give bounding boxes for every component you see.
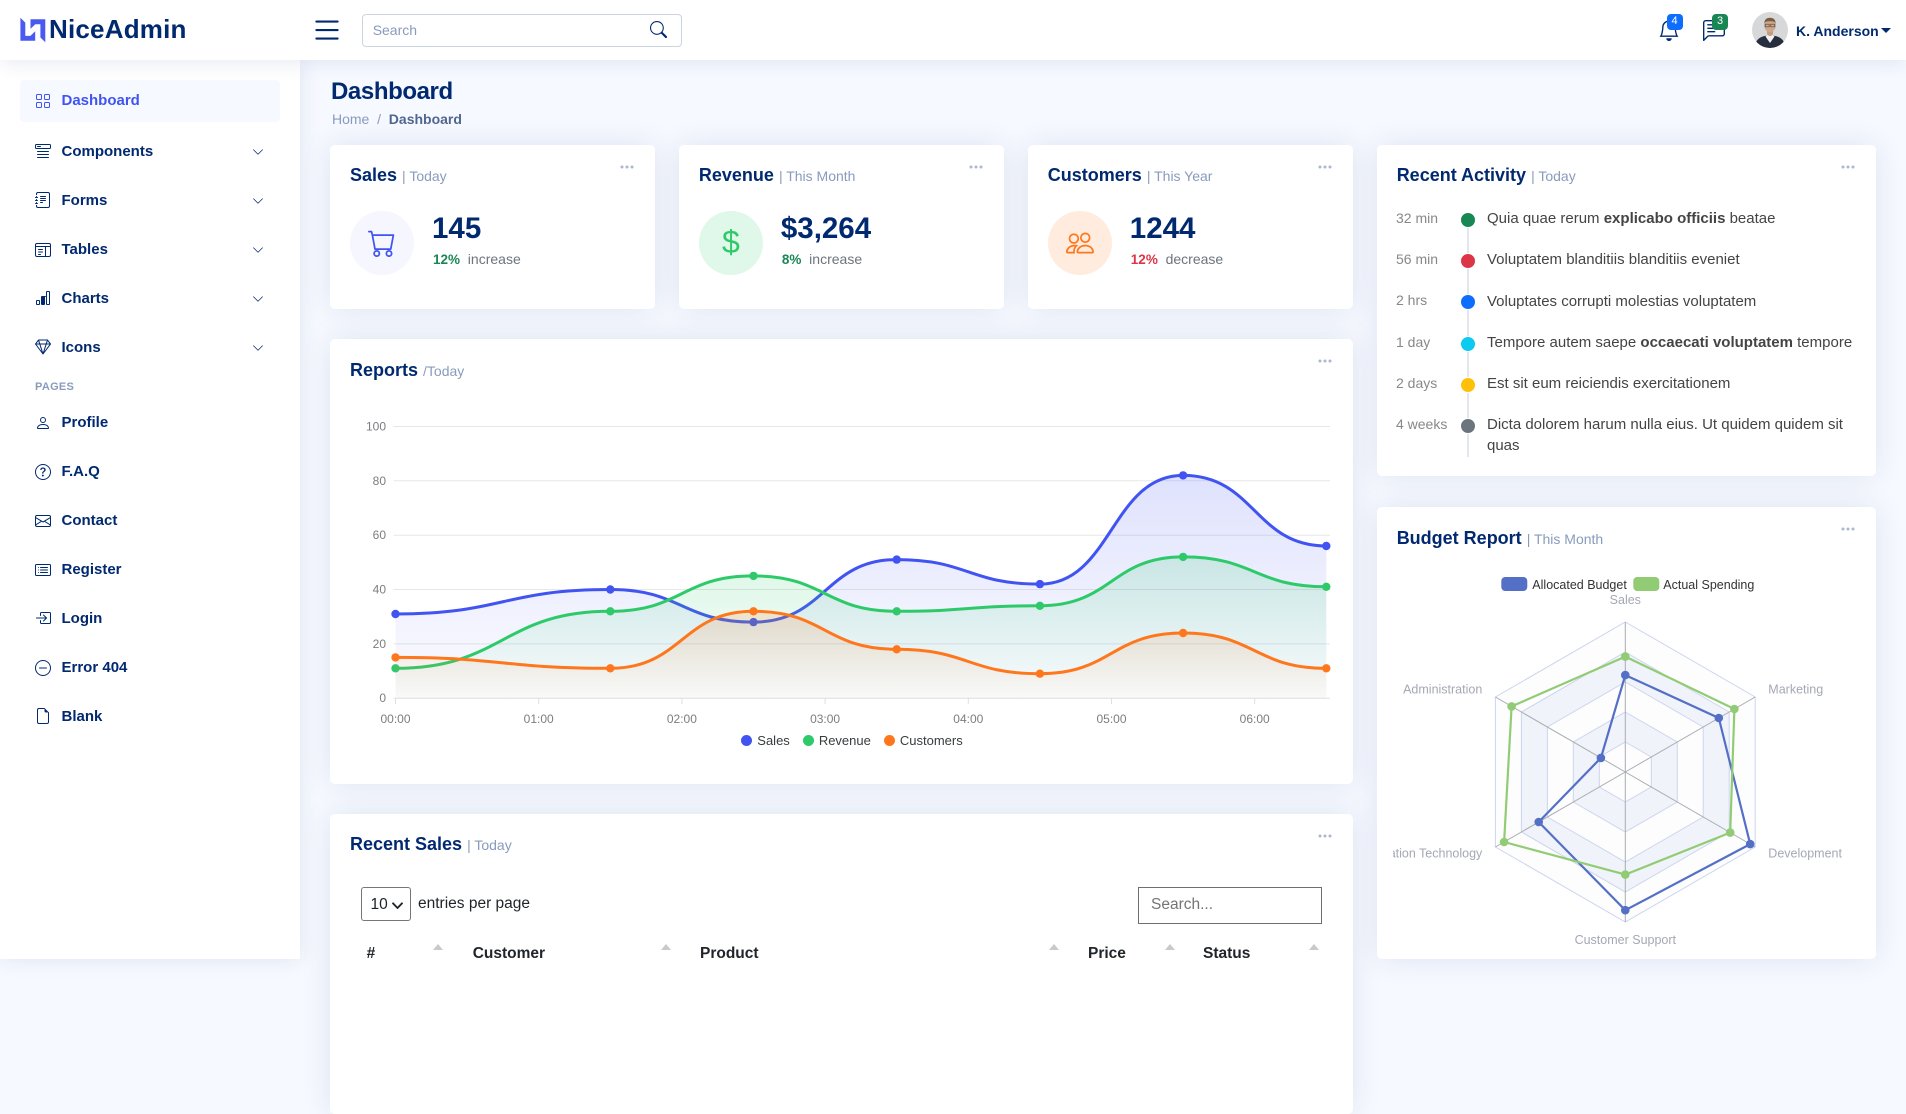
svg-text:100: 100: [366, 420, 386, 434]
svg-text:Marketing: Marketing: [1768, 683, 1823, 697]
svg-text:Administration: Administration: [1403, 683, 1482, 697]
svg-text:60: 60: [373, 529, 387, 543]
svg-text:40: 40: [373, 583, 387, 597]
svg-text:00:00: 00:00: [380, 712, 410, 726]
svg-text:0: 0: [379, 692, 386, 706]
svg-text:03:00: 03:00: [810, 712, 840, 726]
svg-text:Information Technology: Information Technology: [1393, 847, 1483, 861]
svg-text:01:00: 01:00: [524, 712, 554, 726]
svg-text:02:00: 02:00: [667, 712, 697, 726]
svg-text:05:00: 05:00: [1096, 712, 1126, 726]
svg-text:04:00: 04:00: [953, 712, 983, 726]
svg-text:Sales: Sales: [1609, 593, 1640, 607]
svg-text:Allocated Budget: Allocated Budget: [1532, 578, 1627, 592]
svg-text:Customer Support: Customer Support: [1574, 933, 1676, 947]
svg-text:06:00: 06:00: [1240, 712, 1270, 726]
svg-text:Actual Spending: Actual Spending: [1663, 578, 1754, 592]
svg-text:80: 80: [373, 474, 387, 488]
svg-text:Development: Development: [1768, 847, 1842, 861]
svg-text:20: 20: [373, 637, 387, 651]
